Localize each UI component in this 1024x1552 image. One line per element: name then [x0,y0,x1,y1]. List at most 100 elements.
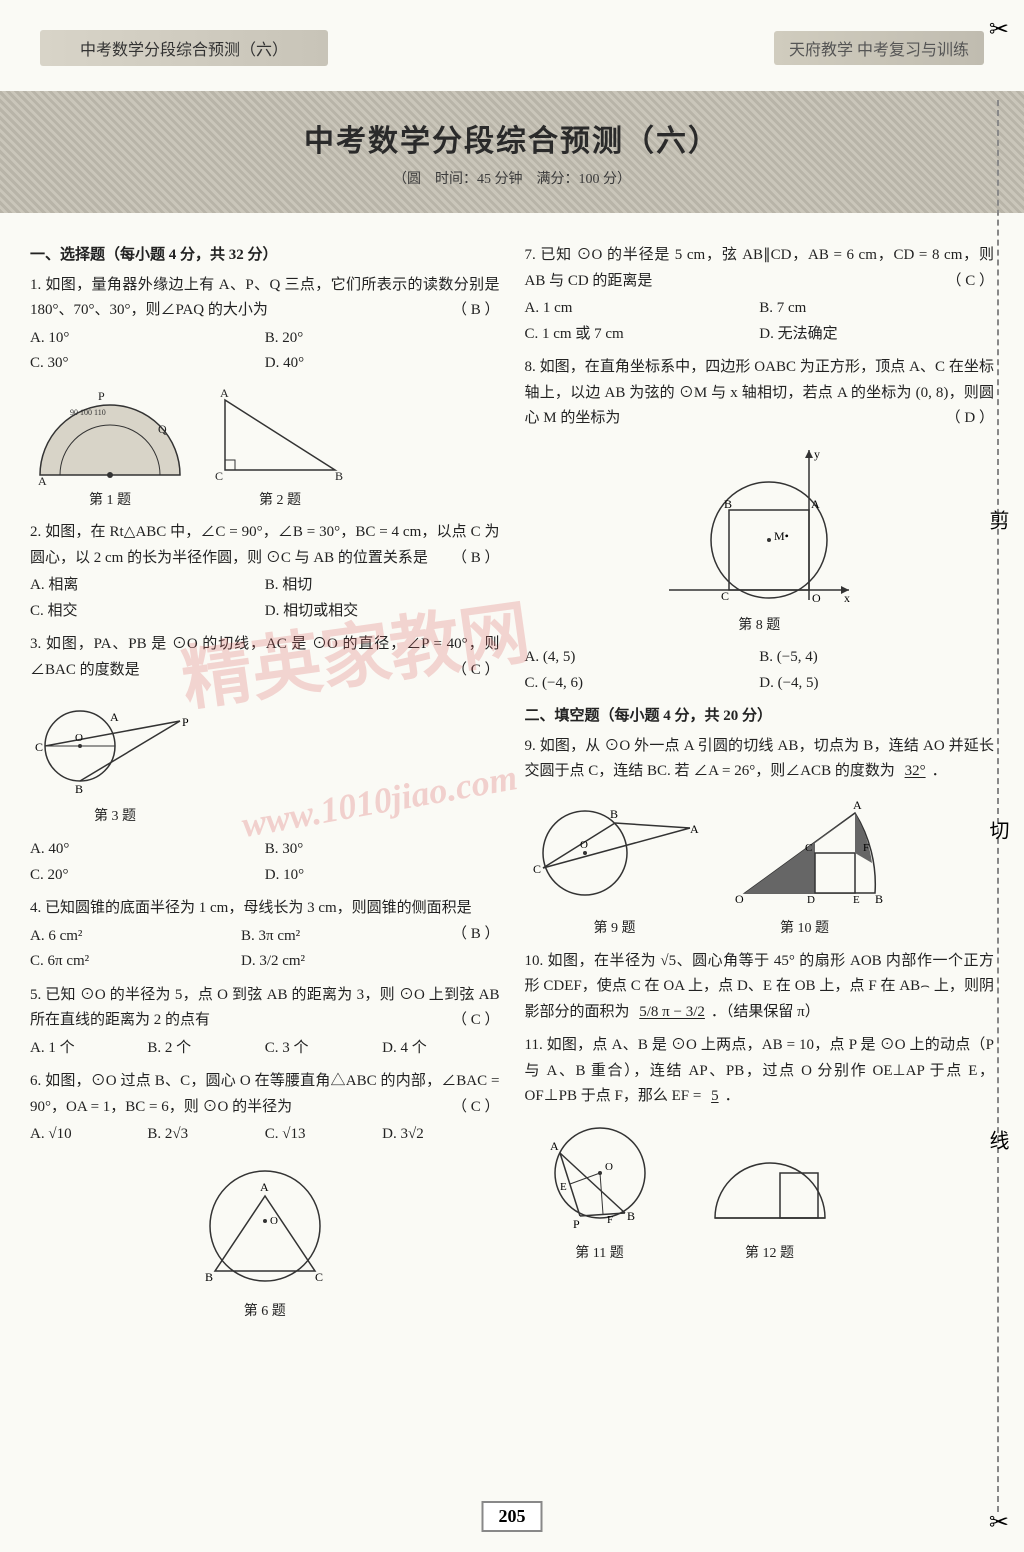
q1-opt-d: D. 40° [265,351,500,377]
svg-text:90 100 110: 90 100 110 [70,408,106,417]
svg-text:C: C [721,589,729,603]
q8-opt-b: B. (−5, 4) [759,645,994,671]
q5-opt-a: A. 1 个 [30,1036,147,1062]
figure-12: 第 12 题 [695,1118,845,1266]
q2-opt-a: A. 相离 [30,573,265,599]
figure-11: O A B P E F 第 11 题 [525,1118,675,1266]
title-sub: （圆 时间：45 分钟 满分：100 分） [0,168,1024,188]
title-main: 中考数学分段综合预测（六） [0,116,1024,160]
q11-text: 11. 如图，点 A、B 是 ⊙O 上两点，AB = 10，点 P 是 ⊙O 上… [525,1037,995,1104]
svg-text:Q: Q [158,422,167,436]
question-5: 5. 已知 ⊙O 的半径为 5，点 O 到弦 AB 的距离为 3，则 ⊙O 上到… [30,983,500,1062]
cut-label-3: 线 [983,1130,1012,1150]
cut-label-2: 切 [983,820,1012,840]
svg-text:O: O [735,892,744,906]
q6-opt-b: B. 2√3 [147,1122,264,1148]
question-9: 9. 如图，从 ⊙O 外一点 A 引圆的切线 AB，切点为 B，连结 AO 并延… [525,734,995,785]
q7-opt-a: A. 1 cm [525,296,760,322]
scissors-icon: ✂ [989,1508,1009,1537]
q8-answer: （ D ） [946,406,994,432]
q3-opt-a: A. 40° [30,837,265,863]
question-8: 8. 如图，在直角坐标系中，四边形 OABC 为正方形，顶点 A、C 在坐标轴上… [525,355,995,696]
svg-text:O: O [812,591,821,605]
fig11-label: 第 11 题 [525,1242,675,1266]
svg-text:D: D [807,894,815,906]
sector-square-icon: O A B C D E F [725,793,885,913]
q1-opt-c: C. 30° [30,351,265,377]
svg-text:C: C [533,862,541,876]
svg-text:E: E [560,1181,567,1193]
cut-line [997,100,999,1512]
q3-opt-b: B. 30° [265,837,500,863]
figure-10: O A B C D E F 第 10 题 [725,793,885,941]
svg-text:A: A [38,474,47,485]
q2-opt-d: D. 相切或相交 [265,599,500,625]
q7-opt-b: B. 7 cm [759,296,994,322]
q2-opt-b: B. 相切 [265,573,500,599]
svg-text:F: F [863,842,869,854]
coord-circle-icon: M• B A C O x y [659,440,859,610]
svg-text:y: y [814,447,820,461]
q8-opt-a: A. (4, 5) [525,645,760,671]
question-1: 1. 如图，量角器外缘边上有 A、P、Q 三点，它们所表示的读数分别是 180°… [30,273,500,513]
svg-text:A: A [220,386,229,400]
q10-suffix: ．（结果保留 π） [711,1004,820,1020]
svg-text:B: B [610,807,618,821]
q9-blank: 32° [899,763,932,779]
question-3: 3. 如图，PA、PB 是 ⊙O 的切线，AC 是 ⊙O 的直径，∠P = 40… [30,632,500,888]
scissors-icon: ✂ [989,15,1009,44]
question-7: 7. 已知 ⊙O 的半径是 5 cm，弦 AB∥CD，AB = 6 cm，CD … [525,243,995,347]
q1-opt-a: A. 10° [30,326,265,352]
page: 中考数学分段综合预测（六） 天府教学 中考复习与训练 中考数学分段综合预测（六）… [0,0,1024,1552]
header-suffix: 中考复习与训练 [857,42,969,59]
svg-text:E: E [853,894,860,906]
circle-tangent-icon: O A P C B [30,691,200,801]
q3-opt-c: C. 20° [30,863,265,889]
svg-text:C: C [805,842,812,854]
svg-text:A: A [811,497,820,511]
q2-answer: （ B ） [452,546,500,572]
q7-opt-d: D. 无法确定 [759,322,994,348]
svg-text:O: O [270,1215,278,1227]
q7-text: 7. 已知 ⊙O 的半径是 5 cm，弦 AB∥CD，AB = 6 cm，CD … [525,247,995,289]
fig9-label: 第 9 题 [525,917,705,941]
svg-text:B: B [335,469,343,483]
q3-opt-d: D. 10° [265,863,500,889]
q4-opt-d: D. 3/2 cm² [241,949,452,975]
question-4: 4. 已知圆锥的底面半径为 1 cm，母线长为 3 cm，则圆锥的侧面积是（ B… [30,896,500,975]
q6-answer: （ C ） [452,1095,500,1121]
svg-text:P: P [573,1217,580,1231]
fig2-label: 第 2 题 [210,489,350,513]
q1-text: 1. 如图，量角器外缘边上有 A、P、Q 三点，它们所表示的读数分别是 180°… [30,277,500,319]
q4-opt-b: B. 3π cm² [241,924,452,950]
q8-opt-d: D. (−4, 5) [759,671,994,697]
question-11: 11. 如图，点 A、B 是 ⊙O 上两点，AB = 10，点 P 是 ⊙O 上… [525,1033,995,1110]
q5-opt-d: D. 4 个 [382,1036,499,1062]
fig6-label: 第 6 题 [180,1300,350,1324]
q7-answer: （ C ） [946,269,994,295]
q6-opt-c: C. √13 [265,1122,382,1148]
svg-text:C: C [35,740,43,754]
q5-opt-b: B. 2 个 [147,1036,264,1062]
semicircle-rect-icon [695,1118,845,1238]
svg-text:O: O [75,732,83,744]
q11-blank: 5 [705,1088,725,1104]
figure-1: A P Q 90 100 110 第 1 题 [30,385,190,513]
left-column: 一、选择题（每小题 4 分，共 32 分） 1. 如图，量角器外缘边上有 A、P… [30,243,500,1331]
q6-opt-a: A. √10 [30,1122,147,1148]
fig10-label: 第 10 题 [725,917,885,941]
figure-2: A C B 第 2 题 [210,385,350,513]
svg-text:B: B [724,497,732,511]
svg-text:O: O [580,839,588,851]
svg-text:B: B [75,782,83,796]
q2-opt-c: C. 相交 [30,599,265,625]
question-2: 2. 如图，在 Rt△ABC 中，∠C = 90°，∠B = 30°，BC = … [30,520,500,624]
section1-title: 一、选择题（每小题 4 分，共 32 分） [30,243,500,269]
q5-opt-c: C. 3 个 [265,1036,382,1062]
circle-perp-icon: O A B P E F [525,1118,675,1238]
q4-opt-c: C. 6π cm² [30,949,241,975]
q7-opt-c: C. 1 cm 或 7 cm [525,322,760,348]
svg-text:A: A [690,822,699,836]
fig1-label: 第 1 题 [30,489,190,513]
content-columns: 一、选择题（每小题 4 分，共 32 分） 1. 如图，量角器外缘边上有 A、P… [0,233,1024,1331]
